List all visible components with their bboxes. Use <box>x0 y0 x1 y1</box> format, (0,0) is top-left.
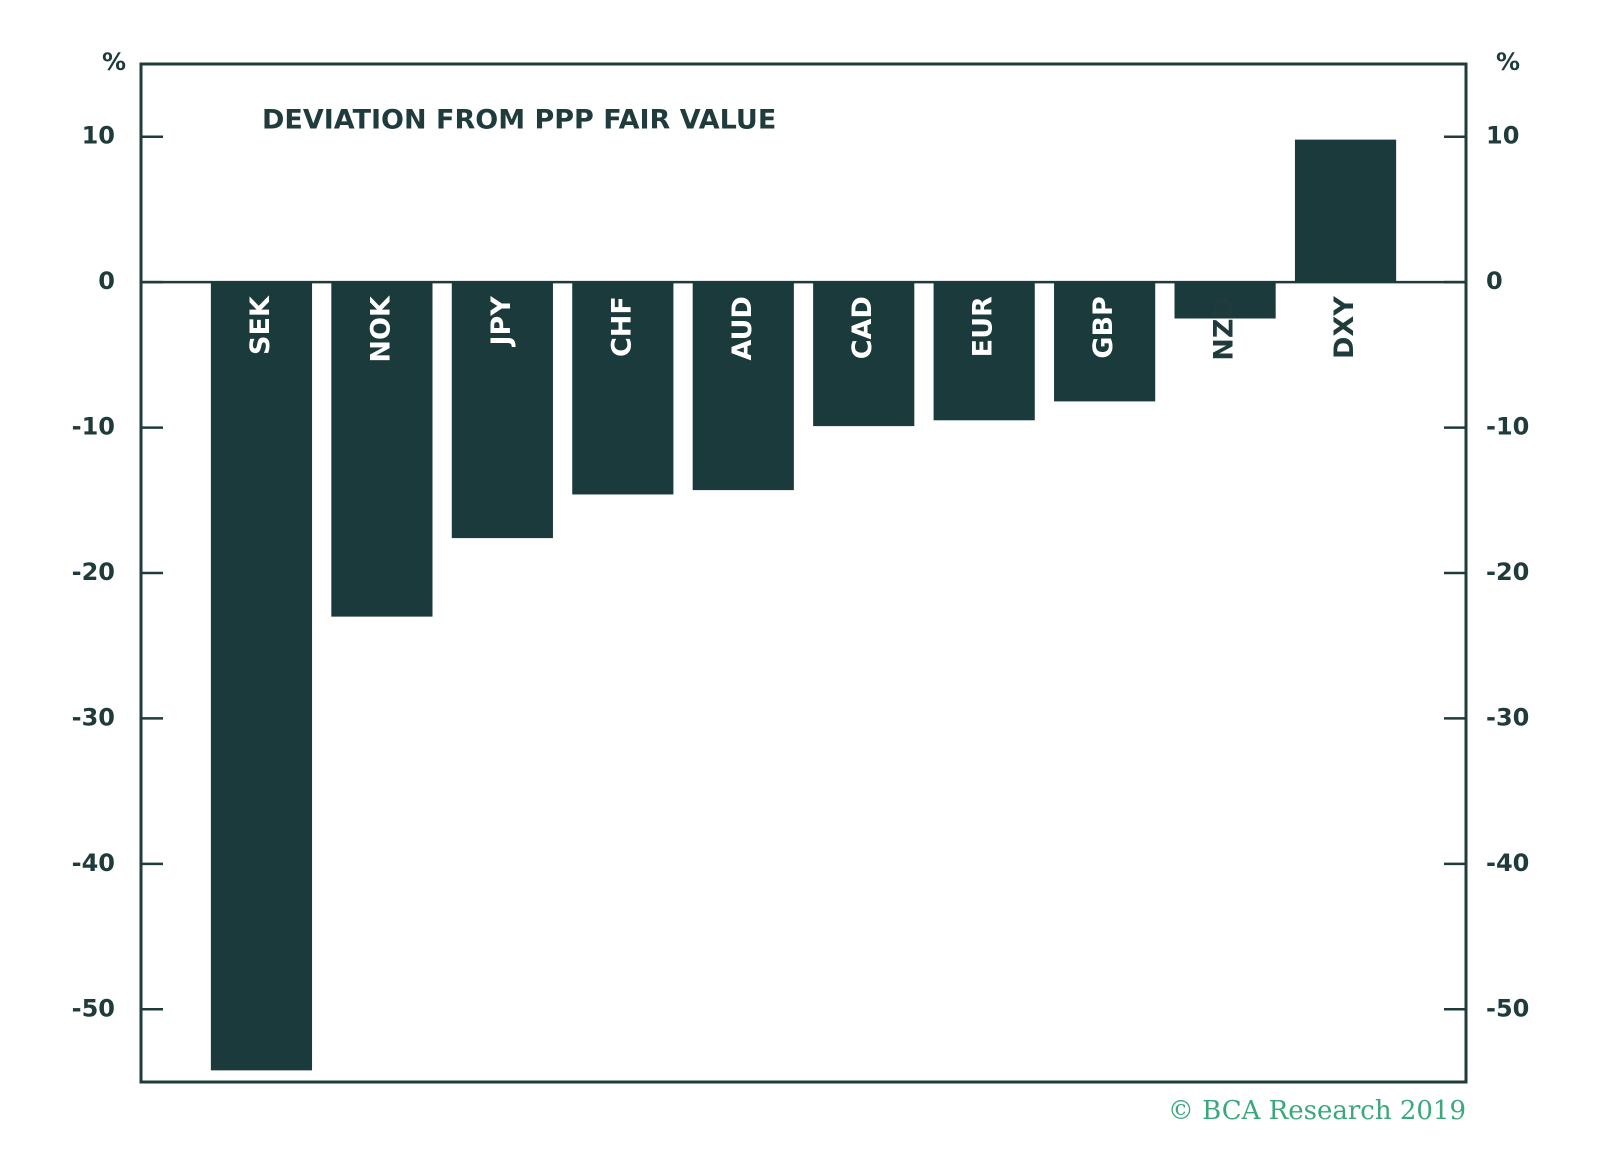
category-label: NOK <box>365 295 396 363</box>
y-tick-label: -30 <box>72 703 115 731</box>
bar <box>813 282 915 427</box>
chart-title: DEVIATION FROM PPP FAIR VALUE <box>262 105 776 136</box>
category-label: DXY <box>1329 296 1360 359</box>
y-tick-label: -50 <box>72 994 115 1022</box>
category-label: CHF <box>606 296 637 357</box>
y2-tick-label: -10 <box>1486 413 1529 441</box>
y2-tick-label: -40 <box>1486 849 1529 877</box>
y2-tick-label: -50 <box>1486 994 1529 1022</box>
bar <box>692 282 794 491</box>
y2-tick-label: 0 <box>1486 267 1503 295</box>
category-label: AUD <box>727 296 758 360</box>
source-note: © BCA Research 2019 <box>1168 1096 1466 1126</box>
bar <box>1054 282 1156 402</box>
bar <box>1294 139 1397 283</box>
category-label: NZD <box>1209 296 1240 361</box>
bar <box>210 282 313 1071</box>
y-tick-label: -40 <box>72 849 115 877</box>
category-label: EUR <box>968 296 999 357</box>
category-label: JPY <box>486 296 517 348</box>
y-tick-label: -10 <box>72 413 115 441</box>
y2-tick-label: 10 <box>1486 122 1519 150</box>
bar <box>933 282 1035 421</box>
y2-unit: % <box>1496 48 1520 76</box>
bar <box>1174 282 1276 319</box>
category-label: SEK <box>245 295 276 355</box>
bar <box>451 282 553 539</box>
bar <box>331 282 433 617</box>
category-label: CAD <box>847 296 878 359</box>
y-tick-label: -20 <box>72 558 115 586</box>
y-tick-label: 0 <box>98 267 115 295</box>
y2-tick-label: -20 <box>1486 558 1529 586</box>
y-tick-label: 10 <box>82 122 115 150</box>
y2-tick-label: -30 <box>1486 703 1529 731</box>
y-unit: % <box>102 48 126 76</box>
category-label: GBP <box>1088 296 1119 359</box>
bar <box>572 282 674 495</box>
